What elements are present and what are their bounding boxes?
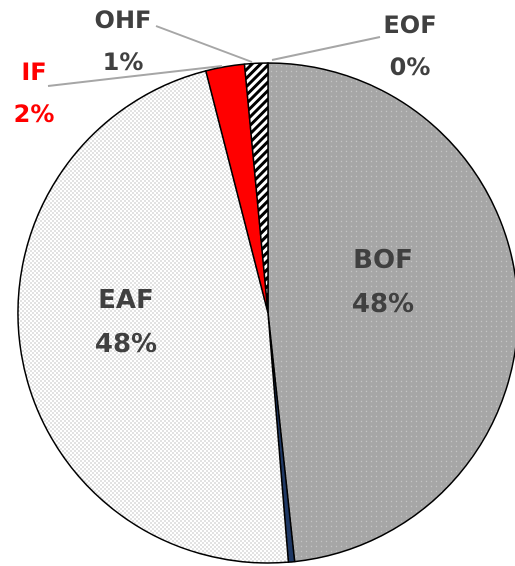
slice-percent-eof: 0% (390, 53, 431, 81)
slice-eaf (17, 69, 290, 564)
leader-line-if (47, 65, 223, 87)
leader-lines (47, 25, 381, 87)
slice-bof (267, 62, 515, 563)
slice-label-ohf: OHF (95, 6, 152, 34)
slice-percent-bof: 48% (352, 289, 414, 319)
leader-line-ohf (155, 25, 253, 63)
slice-percent-if: 2% (14, 100, 55, 128)
slice-label-bof: BOF (353, 245, 413, 275)
slice-label-eof: EOF (383, 11, 436, 39)
slice-percent-eaf: 48% (95, 329, 157, 359)
slice-ohf (243, 62, 269, 314)
slice-label-if: IF (21, 58, 46, 86)
slice-labels: BOF 48% EOF 0% EAF 48% IF 2% OHF 1% (14, 6, 437, 359)
leader-line-eof (271, 36, 381, 61)
pie-slices (17, 62, 515, 564)
slice-label-eaf: EAF (98, 285, 154, 315)
slice-percent-ohf: 1% (103, 48, 144, 76)
